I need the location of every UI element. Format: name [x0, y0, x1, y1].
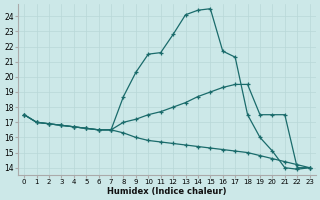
X-axis label: Humidex (Indice chaleur): Humidex (Indice chaleur) — [107, 187, 227, 196]
